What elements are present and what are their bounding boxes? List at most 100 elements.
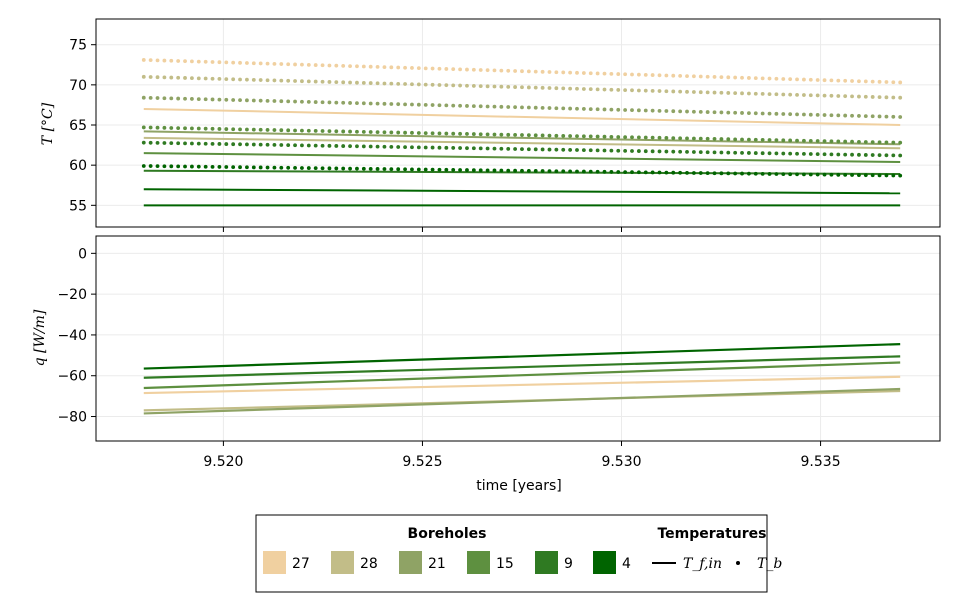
Tb-point xyxy=(251,127,256,132)
Tb-point xyxy=(155,75,160,80)
Tb-point xyxy=(678,89,683,94)
Tb-point xyxy=(499,132,504,137)
Tb-point xyxy=(396,145,401,149)
legend-label-9: 9 xyxy=(564,556,573,572)
Tb-point xyxy=(210,76,215,81)
Tb-point xyxy=(822,78,827,83)
legend-label-4: 4 xyxy=(622,556,631,572)
Tb-point xyxy=(506,132,511,137)
Tb-point xyxy=(148,140,153,145)
Tb-point xyxy=(183,164,187,169)
Tb-point xyxy=(403,130,407,135)
series-27-Tb-points xyxy=(141,58,903,85)
Tb-point xyxy=(334,166,339,171)
Tb-point xyxy=(444,145,449,150)
Tb-point xyxy=(829,113,834,118)
Tb-point xyxy=(733,150,738,155)
Tb-point xyxy=(815,152,820,157)
Tb-point xyxy=(162,141,167,145)
x-tick-label: 9.530 xyxy=(601,454,641,470)
Tb-point xyxy=(829,93,834,98)
Tb-point xyxy=(774,76,779,81)
Tb-point xyxy=(781,77,786,81)
Tb-point xyxy=(616,107,621,112)
Tb-point xyxy=(712,90,717,95)
Tb-point xyxy=(423,131,428,136)
Tb-point xyxy=(355,101,359,106)
Tb-point xyxy=(671,136,676,140)
Tb-point xyxy=(685,109,689,114)
Tb-point xyxy=(836,113,841,118)
Tb-point xyxy=(616,88,621,92)
Tb-point xyxy=(547,147,552,152)
Tb-point xyxy=(678,136,683,141)
Tb-point xyxy=(513,133,518,137)
Tb-point xyxy=(458,103,462,108)
Tb-point xyxy=(368,144,373,149)
Tb-point xyxy=(554,147,559,152)
Tb-point xyxy=(231,77,236,82)
Tb-point xyxy=(451,146,456,150)
Tb-point xyxy=(245,61,249,65)
Tb-point xyxy=(850,79,854,83)
Tb-point xyxy=(155,96,160,100)
Tb-point xyxy=(416,167,421,172)
Tb-point xyxy=(196,141,201,146)
legend-label-tf-in: T_f,in xyxy=(683,556,722,572)
Tb-point xyxy=(767,76,772,81)
Tb-point xyxy=(643,135,648,140)
Tb-point xyxy=(788,92,793,97)
Tb-point xyxy=(705,110,710,114)
Tb-point xyxy=(740,111,744,115)
Tb-point xyxy=(286,62,291,67)
Tb-point xyxy=(815,78,820,82)
Tb-point xyxy=(740,171,744,176)
Tb-point xyxy=(568,169,573,174)
Tb-point xyxy=(636,135,641,140)
Tb-point xyxy=(265,165,270,170)
series-21-Tb-points xyxy=(141,95,903,119)
Tb-point xyxy=(822,139,827,144)
Tb-point xyxy=(836,78,841,83)
Tb-point xyxy=(361,64,366,69)
Tb-point xyxy=(148,75,153,79)
Tb-point xyxy=(224,165,229,169)
Tb-point xyxy=(203,59,208,64)
Tb-point xyxy=(396,65,401,70)
Tb-point xyxy=(245,142,249,147)
Tb-point xyxy=(808,172,813,177)
Tb-point xyxy=(183,76,187,80)
Tb-point xyxy=(430,82,435,87)
y-tick-label: 60 xyxy=(69,158,87,174)
Tb-point xyxy=(499,146,504,151)
Tb-point xyxy=(348,166,352,171)
series-4-line xyxy=(143,343,901,370)
Tb-point xyxy=(829,152,834,157)
Tb-point xyxy=(375,130,380,135)
Tb-point xyxy=(245,165,249,170)
Tb-point xyxy=(341,144,346,148)
Tb-point xyxy=(554,169,559,174)
Tb-point xyxy=(451,103,456,108)
Tb-point xyxy=(533,133,538,138)
y-tick-label: −40 xyxy=(57,328,87,344)
Tb-point xyxy=(437,103,442,108)
Tb-point xyxy=(719,150,724,155)
Tb-point xyxy=(698,136,703,141)
Tb-point xyxy=(884,114,889,119)
Tb-point xyxy=(403,82,407,86)
Tb-point xyxy=(636,108,641,113)
Tb-point xyxy=(437,66,442,71)
Tb-point xyxy=(513,168,518,173)
Tb-point xyxy=(774,111,779,116)
Tb-point xyxy=(857,139,861,144)
Tb-point xyxy=(382,144,387,149)
Tb-point xyxy=(320,129,325,133)
Tb-point xyxy=(760,92,765,96)
Tb-point xyxy=(478,68,483,72)
Tb-point xyxy=(183,141,187,146)
Tb-point xyxy=(808,138,813,143)
series-15-line xyxy=(143,361,901,390)
Tb-point xyxy=(616,135,621,139)
y-tick-label: 70 xyxy=(69,78,87,94)
